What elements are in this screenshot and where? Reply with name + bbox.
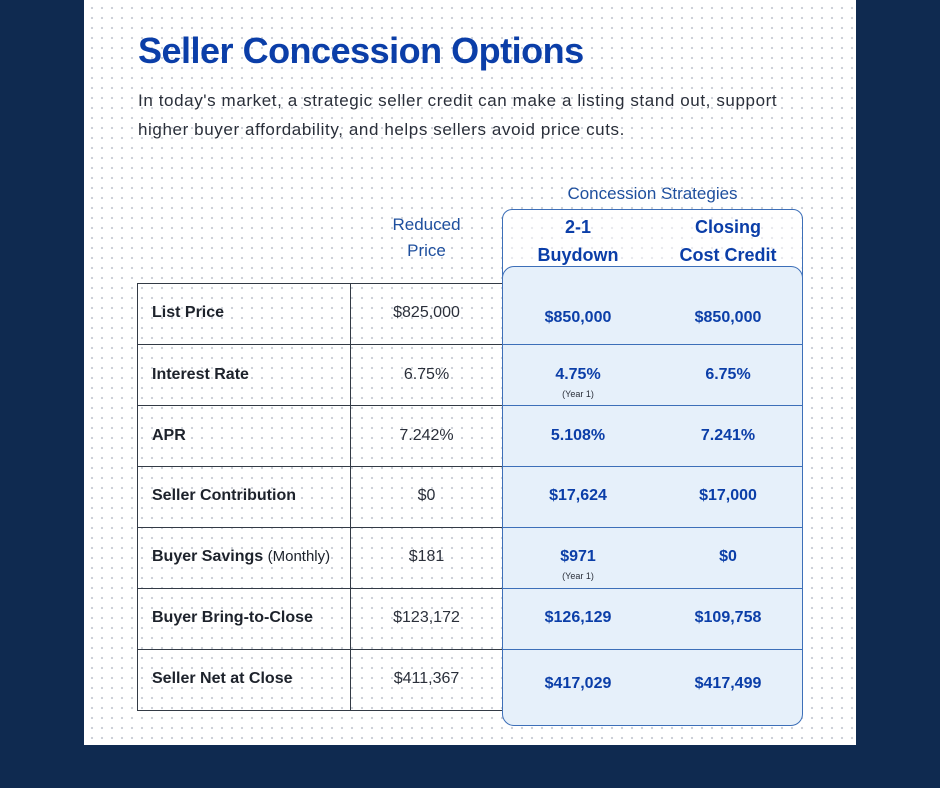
closing-cost-header-line2: Cost Credit	[679, 245, 777, 265]
closing-buyer-bring-to-close: $109,758	[694, 609, 762, 626]
buydown-buyer-savings-note: (Year 1)	[562, 571, 594, 581]
strategy-row-divider	[502, 588, 803, 589]
row-label-buyer-bring-to-close: Buyer Bring-to-Close	[152, 609, 313, 626]
reduced-buyer-bring-to-close: $123,172	[393, 609, 460, 626]
buydown-header: 2-1 Buydown	[503, 213, 653, 269]
buydown-list-price: $850,000	[544, 309, 612, 326]
row-label-seller-contribution: Seller Contribution	[152, 487, 296, 504]
intro-text: In today's market, a strategic seller cr…	[138, 91, 778, 139]
row-label-apr: APR	[152, 427, 186, 444]
buydown-header-line2: Buydown	[537, 245, 619, 265]
reduced-list-price: $825,000	[393, 304, 460, 321]
buydown-interest-rate: 4.75%	[555, 366, 601, 383]
reduced-interest-rate: 6.75%	[403, 366, 450, 383]
strategy-row-divider	[502, 466, 803, 467]
closing-seller-contribution: $17,000	[699, 487, 757, 504]
reduced-buyer-savings: $181	[408, 548, 445, 565]
buydown-seller-net-at-close: $417,029	[544, 675, 612, 692]
strategy-row-divider	[502, 649, 803, 650]
table-row-divider	[137, 588, 503, 589]
strategy-row-divider	[502, 527, 803, 528]
closing-list-price: $850,000	[694, 309, 762, 326]
strategy-row-divider	[502, 405, 803, 406]
reduced-price-header: Reduced Price	[351, 212, 502, 264]
row-label-list-price: List Price	[152, 304, 225, 321]
reduced-price-header-line2: Price	[407, 241, 446, 260]
buydown-buyer-bring-to-close: $126,129	[544, 609, 612, 626]
table-column-divider	[350, 283, 351, 711]
row-label-buyer-savings-sub: (Monthly)	[267, 548, 331, 565]
reduced-seller-net-at-close: $411,367	[393, 670, 460, 687]
table-row-divider	[137, 527, 503, 528]
table-row-divider	[137, 344, 503, 345]
reduced-price-header-line1: Reduced	[392, 215, 461, 234]
reduced-apr: 7.242%	[399, 427, 454, 444]
buydown-seller-contribution: $17,624	[549, 487, 607, 504]
concession-strategies-label: Concession Strategies	[567, 184, 738, 203]
reduced-seller-contribution: $0	[417, 487, 436, 504]
row-label-buyer-savings: Buyer Savings (Monthly)	[152, 548, 330, 566]
closing-buyer-savings: $0	[719, 548, 737, 565]
row-label-seller-net-at-close: Seller Net at Close	[152, 670, 293, 687]
closing-seller-net-at-close: $417,499	[694, 675, 762, 692]
row-label-buyer-savings-text: Buyer Savings	[152, 548, 264, 565]
closing-apr: 7.241%	[700, 427, 756, 444]
buydown-header-line1: 2-1	[564, 217, 591, 237]
strategy-row-divider	[502, 344, 803, 345]
table-row-divider	[137, 649, 503, 650]
closing-cost-header: Closing Cost Credit	[653, 213, 803, 269]
table-row-divider	[137, 466, 503, 467]
row-label-interest-rate: Interest Rate	[152, 366, 249, 383]
buydown-interest-rate-note: (Year 1)	[562, 389, 594, 399]
page-title: Seller Concession Options	[138, 30, 584, 71]
table-row-divider	[137, 405, 503, 406]
buydown-apr: 5.108%	[550, 427, 606, 444]
buydown-buyer-savings: $971	[560, 548, 596, 565]
closing-interest-rate: 6.75%	[705, 366, 751, 383]
closing-cost-header-line1: Closing	[695, 217, 761, 237]
